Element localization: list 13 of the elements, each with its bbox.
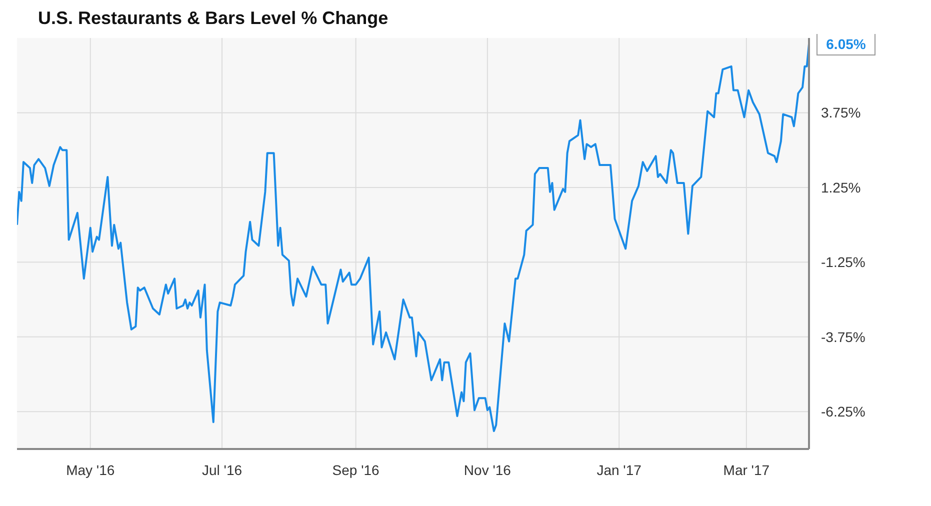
y-tick-label: -1.25%	[821, 254, 866, 270]
x-tick-label: Jul '16	[202, 462, 242, 478]
annotation: 6.05%	[826, 36, 866, 52]
x-tick-label: Nov '16	[464, 462, 512, 478]
y-tick-label: 3.75%	[821, 104, 861, 121]
x-tick-label: Jan '17	[596, 462, 642, 478]
x-tick-label: Sep '16	[332, 462, 380, 478]
chart-title: U.S. Restaurants & Bars Level % Change	[38, 8, 388, 29]
y-tick-label: -3.75%	[821, 328, 866, 345]
x-tick-label: Mar '17	[723, 462, 770, 478]
y-tick-label: 1.25%	[821, 179, 861, 196]
y-tick-label: -6.25%	[821, 404, 866, 420]
x-tick-label: May '16	[66, 462, 115, 478]
